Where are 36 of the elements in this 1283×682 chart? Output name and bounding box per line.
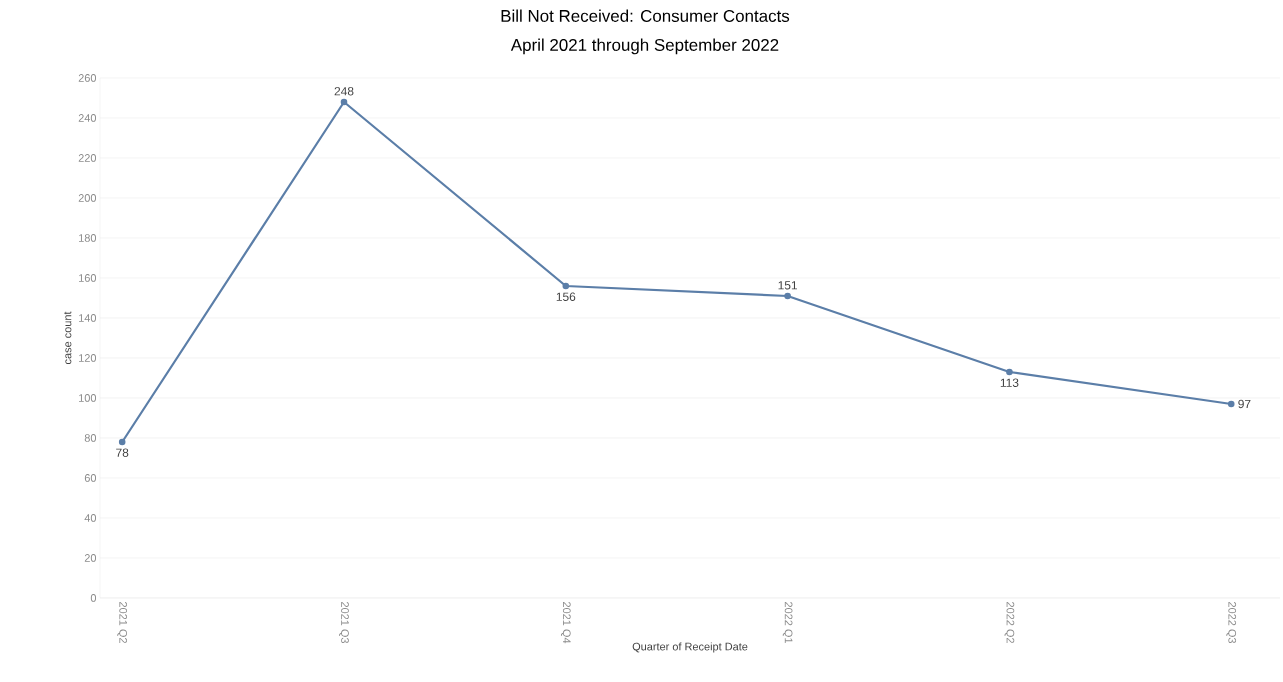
point bbox=[562, 282, 570, 290]
point bbox=[1227, 400, 1235, 408]
y-tick-label: 160 bbox=[79, 274, 97, 282]
data-label: 248 bbox=[334, 87, 354, 96]
point bbox=[118, 438, 126, 446]
y-tick-label: 100 bbox=[79, 394, 97, 402]
chart-title: Bill Not Received: Consumer Contacts bbox=[501, 9, 790, 22]
x-tick-label: 2021 Q3 bbox=[339, 602, 349, 644]
y-tick-label: 240 bbox=[78, 114, 97, 122]
y-tick-label: 260 bbox=[78, 74, 97, 82]
data-label: 78 bbox=[116, 448, 129, 457]
x-tick-label: 2022 Q2 bbox=[1004, 602, 1015, 643]
data-label: 97 bbox=[1238, 399, 1251, 409]
data-label: 113 bbox=[1000, 378, 1019, 387]
point bbox=[784, 292, 791, 300]
y-tick-label: 80 bbox=[84, 434, 97, 442]
y-tick-label: 180 bbox=[79, 234, 97, 242]
x-tick-label: 2021 Q4 bbox=[560, 602, 571, 644]
y-tick-label: 0 bbox=[90, 594, 97, 602]
y-tick-label: 40 bbox=[84, 514, 97, 522]
y-tick-label: 20 bbox=[84, 554, 97, 562]
point bbox=[340, 98, 348, 106]
x-tick-label: 2022 Q1 bbox=[782, 602, 793, 643]
point bbox=[1006, 368, 1013, 376]
y-axis-title: case count bbox=[64, 311, 72, 365]
data-label: 151 bbox=[778, 281, 798, 290]
x-tick-label: 2022 Q3 bbox=[1226, 602, 1237, 644]
y-tick-label: 140 bbox=[79, 314, 97, 322]
y-tick-label: 200 bbox=[78, 194, 97, 202]
y-tick-label: 120 bbox=[79, 354, 97, 362]
y-tick-label: 60 bbox=[84, 474, 97, 482]
data-label: 156 bbox=[556, 292, 576, 301]
x-tick-label: 2021 Q2 bbox=[117, 602, 128, 643]
x-axis-title: Quarter of Receipt Date bbox=[632, 642, 748, 653]
chart-subtitle: April 2021 through September 2022 bbox=[510, 38, 779, 55]
y-tick-label: 220 bbox=[78, 154, 97, 162]
